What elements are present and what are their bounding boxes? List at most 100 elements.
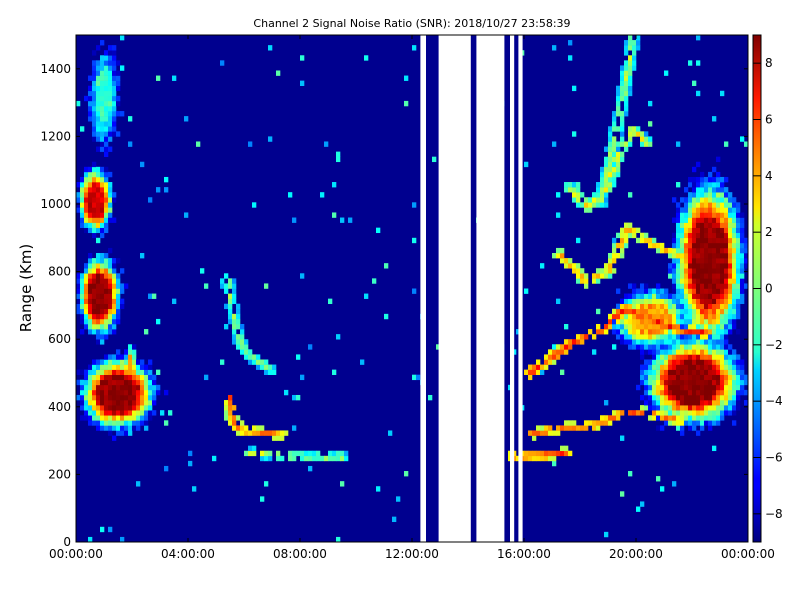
heatmap-cell (96, 379, 101, 386)
heatmap-cell (568, 339, 573, 345)
heatmap-cell (528, 364, 533, 370)
heatmap-cell (404, 471, 409, 477)
heatmap-cell (704, 207, 709, 213)
heatmap-cell (732, 212, 737, 218)
heatmap-cell (712, 182, 717, 188)
heatmap-cell (608, 253, 613, 259)
heatmap-cell (668, 268, 673, 274)
heatmap-cell (616, 105, 621, 112)
heatmap-cell (120, 425, 125, 431)
heatmap-cell (248, 354, 253, 360)
heatmap-cell (76, 308, 81, 315)
heatmap-cell (724, 379, 729, 386)
heatmap-cell (724, 237, 729, 244)
heatmap-cell (688, 308, 693, 315)
heatmap-cell (108, 323, 113, 330)
heatmap-cell (552, 253, 557, 259)
heatmap-cell (136, 389, 141, 396)
heatmap-cell (704, 318, 709, 325)
heatmap-cell (648, 369, 653, 375)
heatmap-cell (680, 263, 685, 269)
heatmap-cell (100, 95, 105, 102)
heatmap-cell (124, 415, 129, 421)
heatmap-cell (620, 116, 625, 122)
heatmap-cell (80, 313, 85, 320)
heatmap-cell (108, 207, 113, 213)
heatmap-cell (696, 334, 701, 340)
heatmap-cell (244, 450, 249, 457)
heatmap-cell (632, 55, 637, 61)
heatmap-cell (704, 202, 709, 208)
heatmap-cell (256, 364, 261, 370)
heatmap-cell (684, 227, 689, 234)
heatmap-cell (576, 202, 581, 208)
heatmap-cell (744, 263, 749, 269)
heatmap-cell (140, 405, 145, 411)
heatmap-cell (736, 237, 741, 244)
heatmap-cell (80, 329, 85, 335)
heatmap-cell (680, 323, 685, 330)
heatmap-cell (428, 394, 433, 401)
heatmap-cell (712, 237, 717, 244)
heatmap-cell (104, 420, 109, 426)
heatmap-cell (564, 344, 569, 350)
heatmap-cell (712, 349, 717, 355)
heatmap-cell (112, 100, 117, 107)
heatmap-cell (244, 430, 249, 436)
heatmap-cell (88, 536, 93, 543)
heatmap-cell (712, 359, 717, 365)
heatmap-cell (308, 450, 313, 457)
heatmap-cell (236, 323, 241, 330)
heatmap-cell (548, 430, 553, 436)
heatmap-cell (80, 318, 85, 325)
heatmap-cell (92, 222, 97, 228)
heatmap-cell (692, 405, 697, 411)
heatmap-cell (664, 374, 669, 381)
heatmap-cell (740, 273, 745, 279)
heatmap-cell (680, 298, 685, 305)
heatmap-cell (668, 247, 673, 254)
heatmap-cell (720, 410, 725, 416)
heatmap-cell (720, 384, 725, 391)
heatmap-cell (660, 293, 665, 299)
heatmap-cell (732, 293, 737, 299)
heatmap-cell (700, 359, 705, 365)
heatmap-cell (624, 95, 629, 102)
heatmap-cell (588, 202, 593, 208)
heatmap-cell (112, 278, 117, 284)
heatmap-cell (672, 288, 677, 294)
heatmap-cell (96, 384, 101, 391)
heatmap-cell (340, 455, 345, 462)
heatmap-cell (92, 121, 97, 127)
heatmap-cell (716, 212, 721, 218)
heatmap-cell (704, 222, 709, 228)
x-tick-label: 00:00:00 (721, 547, 775, 561)
heatmap-cell (680, 197, 685, 203)
heatmap-cell (728, 374, 733, 381)
heatmap-cell (716, 318, 721, 325)
heatmap-cell (136, 369, 141, 375)
heatmap-cell (676, 389, 681, 396)
heatmap-cell (620, 491, 625, 497)
heatmap-cell (740, 232, 745, 239)
heatmap-cell (664, 405, 669, 411)
heatmap-cell (692, 247, 697, 254)
heatmap-cell (620, 242, 625, 249)
heatmap-cell (692, 207, 697, 213)
heatmap-cell (112, 192, 117, 198)
heatmap-cell (80, 176, 85, 183)
heatmap-cell (708, 374, 713, 381)
heatmap-cell (252, 359, 257, 365)
heatmap-cell (700, 405, 705, 411)
heatmap-cell (644, 329, 649, 335)
heatmap-cell (740, 293, 745, 299)
heatmap-cell (680, 283, 685, 289)
heatmap-cell (652, 415, 657, 421)
heatmap-cell (676, 247, 681, 254)
heatmap-cell (84, 182, 89, 188)
heatmap-cell (260, 425, 265, 431)
heatmap-cell (668, 374, 673, 381)
heatmap-cell (92, 182, 97, 188)
heatmap-cell (412, 45, 417, 51)
heatmap-cell (700, 364, 705, 370)
